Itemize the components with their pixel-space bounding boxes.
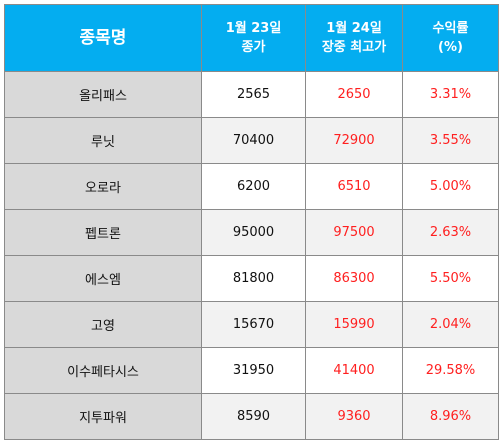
header-return: 수익률 (%) [402,4,499,72]
table-row: 오로라 6200 6510 5.00% [4,163,499,210]
stock-name-cell: 펩트론 [4,209,202,256]
high-price-cell: 72900 [305,117,403,164]
header-high-date: 1월 24일 [326,21,382,36]
table-row: 올리패스 2565 2650 3.31% [4,71,499,118]
return-cell: 8.96% [402,393,499,440]
close-price-cell: 6200 [201,163,306,210]
high-price-cell: 15990 [305,301,403,348]
stock-name-cell: 이수페타시스 [4,347,202,394]
table-row: 지투파워 8590 9360 8.96% [4,393,499,440]
high-price-cell: 9360 [305,393,403,440]
close-price-cell: 31950 [201,347,306,394]
return-cell: 2.63% [402,209,499,256]
table-header: 종목명 1월 23일 종가 1월 24일 장중 최고가 수익률 (%) [4,4,499,72]
close-price-cell: 70400 [201,117,306,164]
header-close-label: 종가 [241,40,266,55]
return-cell: 3.55% [402,117,499,164]
stock-name-cell: 올리패스 [4,71,202,118]
stock-name-cell: 지투파워 [4,393,202,440]
header-return-label: 수익률 [432,21,469,36]
high-price-cell: 2650 [305,71,403,118]
table-row: 펩트론 95000 97500 2.63% [4,209,499,256]
return-cell: 29.58% [402,347,499,394]
close-price-cell: 2565 [201,71,306,118]
return-cell: 2.04% [402,301,499,348]
header-high-label: 장중 최고가 [321,40,387,55]
high-price-cell: 97500 [305,209,403,256]
stock-name-cell: 에스엠 [4,255,202,302]
close-price-cell: 15670 [201,301,306,348]
high-price-cell: 41400 [305,347,403,394]
high-price-cell: 6510 [305,163,403,210]
high-price-cell: 86300 [305,255,403,302]
header-close-date: 1월 23일 [225,21,282,36]
header-close-price: 1월 23일 종가 [201,4,306,72]
header-stock-name: 종목명 [4,4,202,72]
header-intraday-high: 1월 24일 장중 최고가 [305,4,403,72]
stock-name-cell: 루닛 [4,117,202,164]
stock-name-cell: 고영 [4,301,202,348]
close-price-cell: 95000 [201,209,306,256]
table-row: 루닛 70400 72900 3.55% [4,117,499,164]
stock-table: 종목명 1월 23일 종가 1월 24일 장중 최고가 수익률 (%) 올리패스… [4,4,499,440]
table-row: 에스엠 81800 86300 5.50% [4,255,499,302]
table-row: 이수페타시스 31950 41400 29.58% [4,347,499,394]
header-return-unit: (%) [438,40,463,55]
close-price-cell: 81800 [201,255,306,302]
return-cell: 5.50% [402,255,499,302]
table-row: 고영 15670 15990 2.04% [4,301,499,348]
close-price-cell: 8590 [201,393,306,440]
return-cell: 3.31% [402,71,499,118]
return-cell: 5.00% [402,163,499,210]
stock-name-cell: 오로라 [4,163,202,210]
